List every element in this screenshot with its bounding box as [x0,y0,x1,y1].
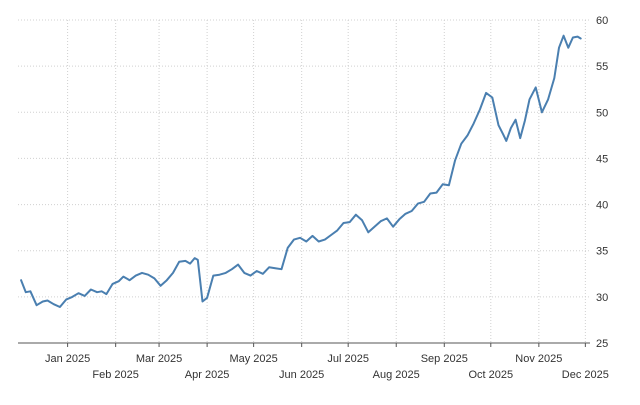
y-tick-label: 50 [596,107,608,119]
x-tick-label: Apr 2025 [185,369,230,381]
x-tick-label: Jun 2025 [279,369,324,381]
y-tick-label: 45 [596,153,608,165]
y-tick-label: 35 [596,246,608,258]
x-tick-label: Feb 2025 [92,369,138,381]
y-tick-label: 40 [596,200,608,212]
x-tick-label: Dec 2025 [562,369,609,381]
x-tick-label: Jan 2025 [45,353,90,365]
series-layer [20,34,582,308]
x-tick-label: Mar 2025 [136,353,182,365]
series-line [20,34,582,308]
x-tick-label: Aug 2025 [373,369,420,381]
y-tick-label: 30 [596,292,608,304]
y-tick-label: 25 [596,338,608,350]
x-tick-label: Nov 2025 [515,353,562,365]
x-tick-label: Jul 2025 [327,353,369,365]
y-tick-label: 60 [596,15,608,27]
x-tick-label: Sep 2025 [421,353,468,365]
x-tick-label: May 2025 [229,353,277,365]
grid-layer [18,19,590,344]
axis-layer [18,342,590,347]
y-tick-label: 55 [596,61,608,73]
x-tick-label: Oct 2025 [468,369,513,381]
